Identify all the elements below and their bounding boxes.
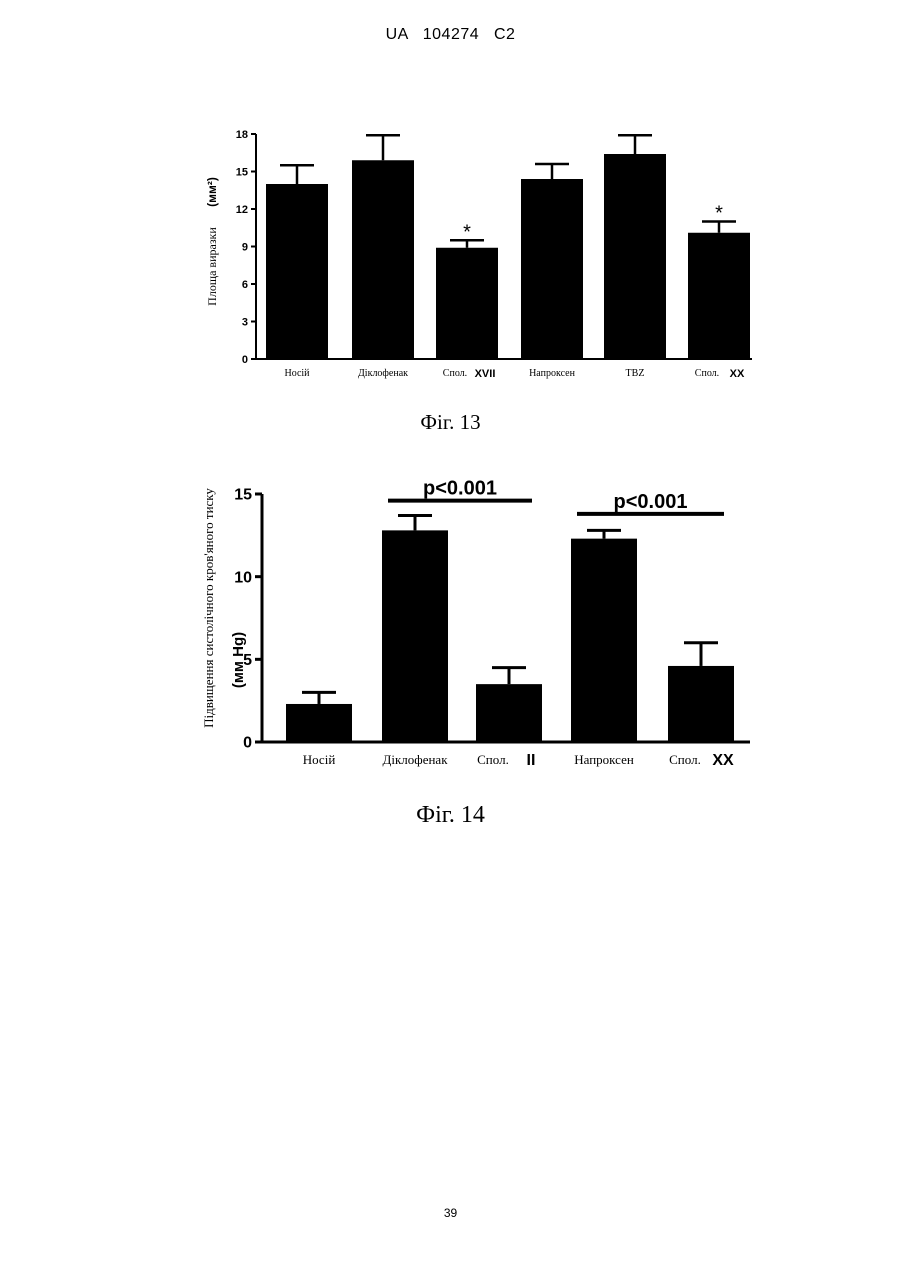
- y-axis-unit-label: (мм Hg): [230, 632, 247, 688]
- figure-14-caption: Фіг. 14: [0, 802, 901, 829]
- bar: [286, 704, 352, 742]
- significance-marker: *: [463, 221, 471, 243]
- y-tick-label: 6: [242, 279, 248, 291]
- bar: [604, 154, 666, 359]
- y-tick-label: 0: [242, 354, 248, 366]
- x-tick-label: Спол.: [477, 752, 509, 767]
- figure-14-chart: 051015Підвищення систолічного кров'яного…: [0, 470, 901, 780]
- y-tick-label: 12: [236, 204, 248, 216]
- compound-number-label: II: [527, 752, 536, 769]
- bar: [668, 666, 734, 742]
- y-tick-label: 3: [242, 316, 248, 328]
- p-value-annotation: p<0.001: [423, 478, 497, 500]
- y-tick-label: 9: [242, 241, 248, 253]
- bar: [521, 179, 583, 359]
- y-tick-label: 15: [234, 487, 252, 504]
- y-tick-label: 0: [243, 735, 252, 752]
- page-number: 39: [0, 1206, 901, 1220]
- x-tick-label: Спол.: [669, 752, 701, 767]
- y-axis-label: Площа виразки: [205, 227, 219, 306]
- bar: [436, 248, 498, 359]
- compound-number-label: XX: [730, 368, 745, 380]
- figure-13-caption: Фіг. 13: [0, 410, 901, 435]
- x-tick-label: Спол.: [695, 368, 719, 379]
- y-tick-label: 18: [236, 129, 248, 141]
- y-axis-unit-label: (мм²): [205, 177, 219, 207]
- compound-number-label: XX: [712, 752, 734, 769]
- bar: [688, 233, 750, 359]
- bar: [571, 539, 637, 742]
- compound-number-label: XVII: [475, 368, 496, 380]
- significance-marker: *: [715, 203, 723, 225]
- x-tick-label: Носій: [303, 752, 336, 767]
- document-header: UA 104274 C2: [0, 26, 901, 44]
- y-tick-label: 10: [234, 569, 252, 586]
- p-value-annotation: p<0.001: [614, 491, 688, 513]
- x-tick-label: Носій: [284, 368, 310, 379]
- x-tick-label: Спол.: [443, 368, 467, 379]
- x-tick-label: Діклофенак: [382, 752, 448, 767]
- x-tick-label: Діклофенак: [358, 368, 408, 379]
- bar: [352, 160, 414, 359]
- y-axis-label: Підвищення систолічного кров'яного тиску: [201, 488, 216, 728]
- figure-13-chart: 0 3 6 9 12 15 18 Площа виразки (мм²) Носій Діклофе…: [0, 110, 901, 400]
- y-tick-label: 15: [236, 166, 248, 178]
- bar: [382, 530, 448, 742]
- x-tick-label: Напроксен: [574, 752, 634, 767]
- x-tick-label: Напроксен: [529, 368, 575, 379]
- bar: [476, 684, 542, 742]
- x-tick-label: TBZ: [626, 368, 645, 379]
- bar: [266, 184, 328, 359]
